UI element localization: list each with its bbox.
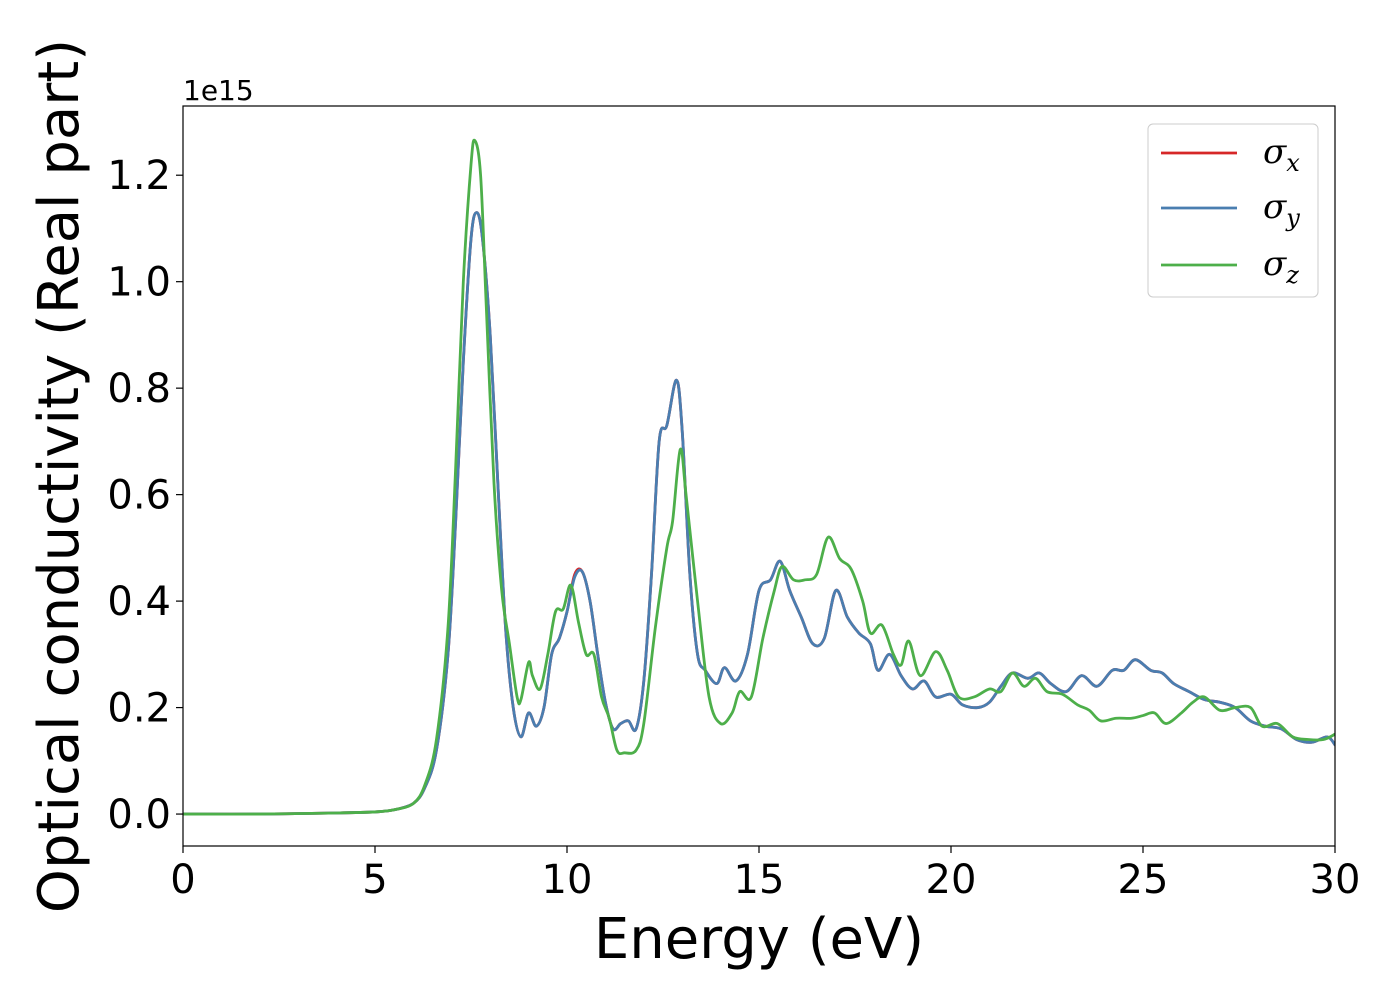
- x-tick-label: 10: [542, 857, 593, 903]
- legend-entries: σx σy σz: [1161, 132, 1300, 289]
- x-tick-label: 5: [362, 857, 387, 903]
- y-axis: 0.0 0.2 0.4 0.6 0.8 1.0 1.2: [107, 153, 183, 838]
- x-axis: 0 5 10 15 20 25 30: [170, 846, 1360, 903]
- y-tick-label: 1.0: [107, 260, 171, 306]
- x-axis-title: Energy (eV): [594, 907, 924, 972]
- legend-label-sigma-z: σz: [1263, 244, 1299, 289]
- y-offset-label: 1e15: [183, 74, 254, 107]
- series-line-sigma-z: [183, 138, 1335, 816]
- series-line-sigma-x: [183, 211, 1335, 816]
- y-tick-label: 0.8: [107, 366, 171, 412]
- x-tick-label: 25: [1118, 857, 1169, 903]
- x-tick-label: 30: [1310, 857, 1361, 903]
- y-axis-title: Optical conductivity (Real part): [27, 39, 92, 913]
- legend-box: [1147, 123, 1319, 298]
- y-tick-label: 0.6: [107, 473, 171, 519]
- y-tick-label: 1.2: [107, 153, 171, 199]
- legend-label-sigma-x: σx: [1263, 132, 1300, 177]
- x-tick-label: 20: [926, 857, 977, 903]
- legend-label-sigma-y: σy: [1263, 187, 1300, 232]
- series-line-sigma-y: [183, 211, 1335, 816]
- x-tick-label: 0: [170, 857, 195, 903]
- x-tick-label: 15: [734, 857, 785, 903]
- legend: σx σy σz: [1147, 123, 1319, 298]
- series-layer: [183, 138, 1335, 816]
- y-tick-label: 0.4: [107, 579, 171, 625]
- y-tick-label: 0.2: [107, 686, 171, 732]
- y-tick-label: 0.0: [107, 792, 171, 838]
